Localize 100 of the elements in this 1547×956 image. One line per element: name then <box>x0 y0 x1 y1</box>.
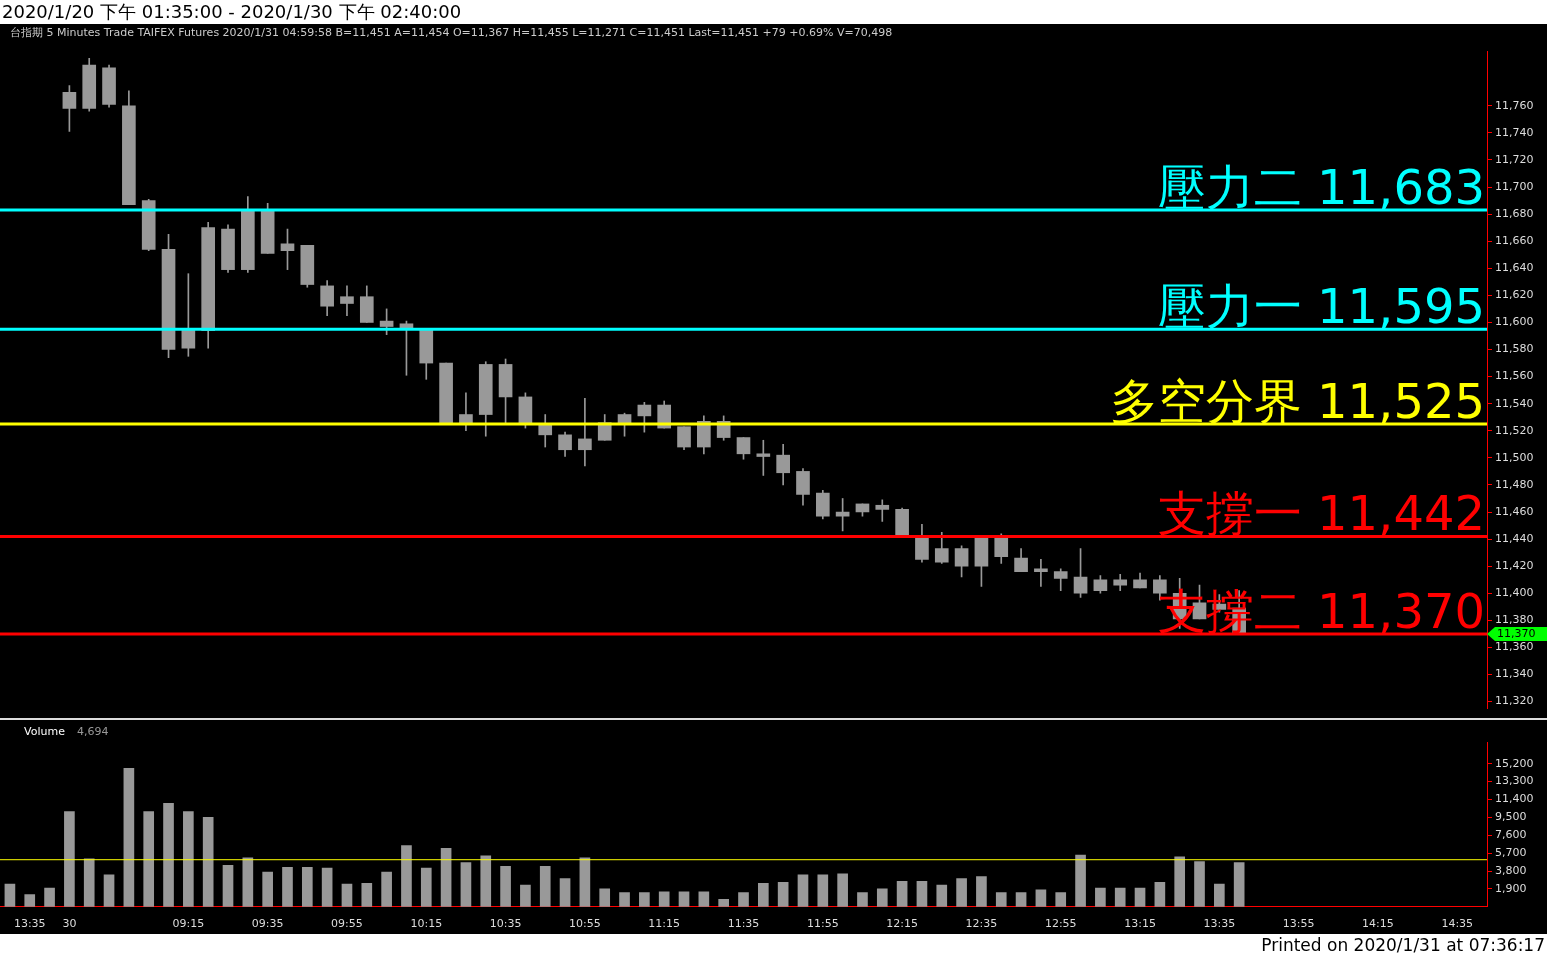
bar <box>4 883 16 907</box>
candlestick <box>1034 559 1048 587</box>
bar <box>301 866 313 907</box>
chart-subtitle: 4,694 <box>76 724 109 738</box>
bar <box>420 867 432 907</box>
x-tick-label: 11:35 <box>727 917 760 931</box>
y-tick-label: 11,480 <box>1495 477 1534 491</box>
y-tick-label: 13,300 <box>1495 774 1534 788</box>
y-tick-label: 11,400 <box>1495 792 1534 806</box>
y-tick-label: 5,700 <box>1495 845 1527 859</box>
bar <box>1055 892 1067 907</box>
bar <box>480 855 492 907</box>
bar <box>599 888 611 907</box>
x-tick-label: 13:35 <box>1203 917 1236 931</box>
chart-subtitle: 台指期 5 Minutes Trade TAIFEX Futures 2020/1/31 04:59:58 B=11,451 A=11,454 O=11,367 H=11,455 L=11,271 C=11,451 Last=11,451 +79 +0.69% V=70,498 <box>9 25 894 41</box>
y-tick-label: 9,500 <box>1495 810 1527 824</box>
y-tick-label: 7,600 <box>1495 828 1527 842</box>
x-tick-label: 10:15 <box>410 917 443 931</box>
x-tick-label: 09:15 <box>172 917 205 931</box>
bar <box>1114 887 1126 907</box>
bar <box>1075 854 1086 907</box>
bar <box>1015 892 1027 907</box>
bar <box>401 845 412 907</box>
x-tick-label: 30 <box>62 917 77 931</box>
x-tick-label: 09:55 <box>331 917 363 931</box>
text: 11,370 <box>1497 626 1536 640</box>
y-tick-label: 11,420 <box>1495 559 1534 573</box>
bar <box>857 892 868 907</box>
bar <box>738 892 749 907</box>
bar <box>460 862 472 907</box>
x-tick-label: 12:35 <box>965 917 998 931</box>
bar <box>520 884 531 907</box>
bar <box>995 892 1007 907</box>
y-tick-label: 11,660 <box>1495 234 1534 248</box>
y-tick-label: 11,640 <box>1495 261 1534 275</box>
y-tick-label: 11,340 <box>1495 667 1534 681</box>
x-tick-label: 13:15 <box>1124 917 1156 931</box>
y-tick-label: 11,320 <box>1495 694 1534 708</box>
y-tick-label: 11,760 <box>1495 98 1534 112</box>
candlestick <box>875 499 890 522</box>
y-tick-label: 15,200 <box>1495 756 1534 770</box>
x-tick-label: 09:35 <box>251 917 284 931</box>
x-tick-label: 12:15 <box>886 917 918 931</box>
ref-line-label: 多空分界 11,525 <box>1109 373 1485 430</box>
bar <box>559 878 571 907</box>
x-tick-label: 14:35 <box>1441 917 1474 931</box>
y-tick-label: 11,460 <box>1495 504 1534 518</box>
y-tick-label: 11,740 <box>1495 125 1534 139</box>
x-tick-label: 13:35 <box>13 917 46 931</box>
candlestick <box>756 439 771 476</box>
bar <box>718 898 729 907</box>
x-tick-label: 12:55 <box>1044 917 1077 931</box>
x-tick-label: 11:15 <box>648 917 681 931</box>
bar <box>381 871 392 907</box>
bar <box>1174 856 1186 907</box>
bar <box>143 811 155 907</box>
ref-line-label: 壓力一 11,595 <box>1157 278 1485 335</box>
bar <box>222 865 234 907</box>
y-tick-label: 11,580 <box>1495 342 1534 356</box>
bar <box>896 881 908 907</box>
x-tick-label: 10:55 <box>569 917 601 931</box>
text: Printed on 2020/1/31 at 07:36:17 <box>0 934 1547 956</box>
bar <box>1095 887 1106 907</box>
bar <box>163 802 174 907</box>
y-tick-label: 11,620 <box>1495 288 1534 302</box>
ref-line-label: 壓力二 11,683 <box>1157 159 1485 216</box>
bar <box>539 865 551 907</box>
x-tick-label: 14:15 <box>1362 917 1394 931</box>
x-tick-label: 10:35 <box>489 917 522 931</box>
candlestick <box>578 397 592 467</box>
x-tick-label: 13:55 <box>1282 917 1315 931</box>
bar <box>440 848 452 907</box>
y-tick-label: 11,680 <box>1495 206 1534 220</box>
y-tick-label: 11,360 <box>1495 640 1534 654</box>
bar <box>936 884 948 907</box>
bar <box>262 871 273 907</box>
y-tick-label: 11,600 <box>1495 315 1534 329</box>
bar <box>202 817 214 907</box>
y-tick-label: 11,440 <box>1495 531 1534 545</box>
y-tick-label: 11,540 <box>1495 396 1534 410</box>
bar <box>956 878 967 907</box>
bar <box>83 858 95 907</box>
bar <box>777 881 789 907</box>
bar <box>361 882 373 907</box>
bar <box>183 811 194 907</box>
bar <box>123 768 135 907</box>
bar <box>817 874 829 907</box>
bar <box>678 891 690 907</box>
bar <box>44 887 55 907</box>
bar <box>24 894 36 907</box>
chart-title: Volume <box>24 724 66 738</box>
bar <box>876 888 888 907</box>
bar <box>282 866 293 907</box>
bar <box>916 881 928 907</box>
bar <box>797 874 809 907</box>
y-tick-label: 11,720 <box>1495 152 1534 166</box>
x-tick-label: 11:55 <box>806 917 839 931</box>
bar <box>64 811 75 907</box>
bar <box>1214 883 1225 907</box>
bar <box>1233 862 1245 907</box>
